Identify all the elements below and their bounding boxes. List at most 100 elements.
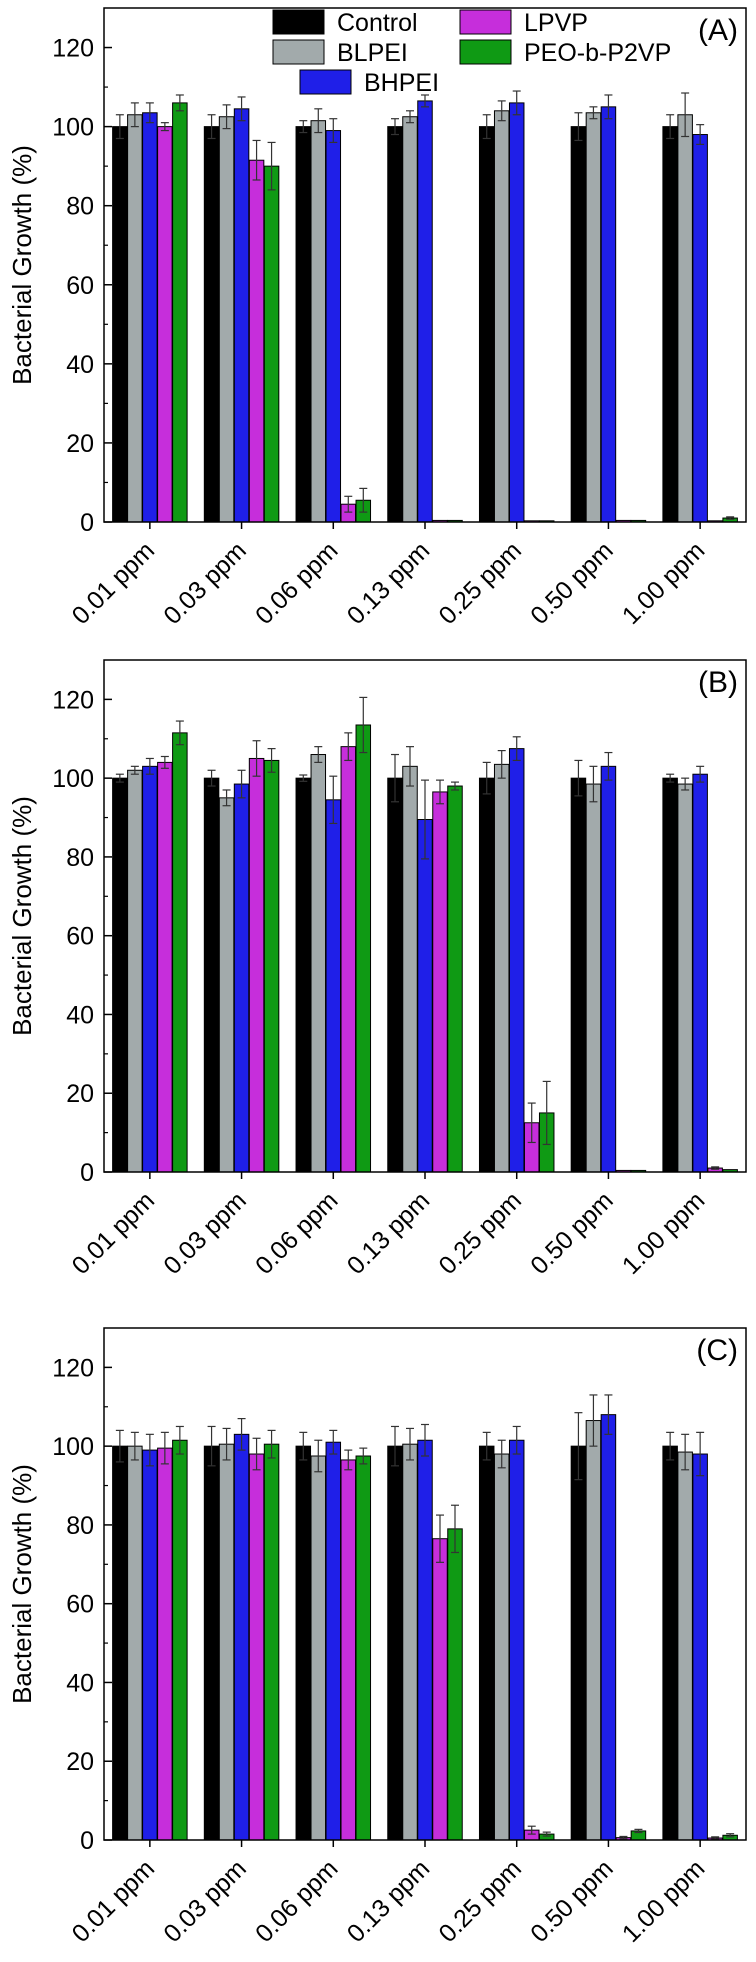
bar-blpei-4 xyxy=(402,765,418,1173)
legend-label: Control xyxy=(337,9,418,37)
error-bar xyxy=(237,1417,246,1451)
bar-lpvp-1 xyxy=(157,126,173,523)
bar-bhpei-7 xyxy=(692,773,708,1173)
error-bar xyxy=(314,1439,323,1473)
y-tick-label: 80 xyxy=(66,193,94,221)
y-tick-label: 120 xyxy=(52,686,94,714)
error-bar xyxy=(175,94,184,112)
x-tick-label: 0.03 ppm xyxy=(158,1186,252,1280)
bar-peo-b-p2vp-1 xyxy=(172,732,188,1173)
error-bar xyxy=(391,118,399,136)
bar-bhpei-5 xyxy=(508,748,525,1173)
error-bar xyxy=(542,1080,551,1146)
error-bar xyxy=(574,759,583,797)
bar-blpei-5 xyxy=(493,110,510,523)
bar-bhpei-1 xyxy=(142,765,158,1173)
x-tick-label: 0.13 ppm xyxy=(342,1854,436,1948)
bar-blpei-4 xyxy=(402,116,418,523)
y-tick-label: 40 xyxy=(66,1669,94,1697)
x-tick-label: 0.50 ppm xyxy=(525,1854,619,1948)
error-bar xyxy=(589,765,598,803)
x-tick-label: 0.01 ppm xyxy=(67,536,161,630)
bar-peo-b-p2vp-1 xyxy=(172,1439,188,1841)
panel-label: (C) xyxy=(696,1334,738,1367)
bar-control-5 xyxy=(478,126,495,523)
bar-bhpei-4 xyxy=(417,1439,433,1841)
bar-control-6 xyxy=(570,126,587,523)
bar-blpei-6 xyxy=(585,783,602,1173)
error-bar xyxy=(329,775,338,825)
bar-control-6 xyxy=(570,777,587,1173)
bar-bhpei-6 xyxy=(600,765,617,1173)
bar-control-1 xyxy=(112,777,128,1173)
bar-bhpei-4 xyxy=(417,100,433,523)
error-bar xyxy=(145,102,154,124)
bar-bhpei-1 xyxy=(142,1449,158,1841)
x-tick-label: 0.03 ppm xyxy=(158,536,252,630)
bar-blpei-2 xyxy=(218,1443,235,1841)
error-bar xyxy=(589,1394,598,1447)
bar-control-6 xyxy=(570,1445,587,1841)
error-bar xyxy=(711,1166,720,1170)
bar-blpei-5 xyxy=(493,763,510,1173)
y-tick-label: 20 xyxy=(66,1748,94,1776)
bar-control-1 xyxy=(112,1445,128,1841)
error-bar xyxy=(681,777,690,791)
error-bar xyxy=(711,1836,720,1840)
error-bar xyxy=(359,487,368,513)
error-bar xyxy=(115,114,124,140)
y-tick-label: 20 xyxy=(66,1080,94,1108)
bar-lpvp-4 xyxy=(432,1538,448,1841)
x-tick-label: 1.00 ppm xyxy=(617,1854,711,1948)
y-tick-label: 0 xyxy=(80,1159,94,1187)
bar-lpvp-4 xyxy=(432,791,448,1173)
y-tick-label: 20 xyxy=(66,430,94,458)
error-bar xyxy=(130,102,139,128)
error-bar xyxy=(222,789,231,807)
error-bar xyxy=(574,1412,583,1481)
x-tick-label: 0.13 ppm xyxy=(342,536,436,630)
bar-control-2 xyxy=(203,777,220,1173)
x-tick-label: 0.01 ppm xyxy=(67,1186,161,1280)
bar-control-3 xyxy=(295,1445,312,1841)
y-tick-label: 100 xyxy=(52,1433,94,1461)
bar-lpvp-1 xyxy=(157,761,173,1173)
legend-swatch-control xyxy=(272,9,325,35)
bar-bhpei-7 xyxy=(692,1453,708,1841)
legend-label: PEO-b-P2VP xyxy=(524,39,671,67)
error-bar xyxy=(344,1449,353,1471)
error-bar xyxy=(344,732,353,762)
error-bar xyxy=(497,100,506,122)
legend-swatch-blpei xyxy=(272,39,325,65)
error-bar xyxy=(589,106,598,120)
error-bar xyxy=(421,94,429,108)
error-bar xyxy=(666,114,675,140)
error-bar xyxy=(681,1433,690,1471)
bar-blpei-2 xyxy=(218,797,235,1173)
y-tick-label: 0 xyxy=(80,1827,94,1855)
x-tick-label: 0.25 ppm xyxy=(433,536,527,630)
error-bar xyxy=(527,1102,536,1144)
error-bar xyxy=(604,1394,613,1435)
y-tick-label: 40 xyxy=(66,351,94,379)
error-bar xyxy=(207,769,216,787)
error-bar xyxy=(145,757,154,775)
bar-control-2 xyxy=(203,126,220,523)
error-bar xyxy=(406,110,414,124)
bar-blpei-3 xyxy=(310,754,327,1173)
error-bar xyxy=(451,781,459,791)
error-bar xyxy=(115,1429,124,1463)
bar-blpei-7 xyxy=(677,1451,693,1841)
bar-control-3 xyxy=(295,126,312,523)
error-bar xyxy=(604,94,613,120)
error-bar xyxy=(207,1425,216,1467)
error-bar xyxy=(160,1431,169,1465)
error-bar xyxy=(252,740,261,777)
bar-blpei-5 xyxy=(493,1453,510,1841)
bar-control-1 xyxy=(112,126,128,523)
bar-bhpei-5 xyxy=(508,102,525,523)
bar-peo-b-p2vp-4 xyxy=(447,785,463,1173)
bar-blpei-6 xyxy=(585,1420,602,1841)
